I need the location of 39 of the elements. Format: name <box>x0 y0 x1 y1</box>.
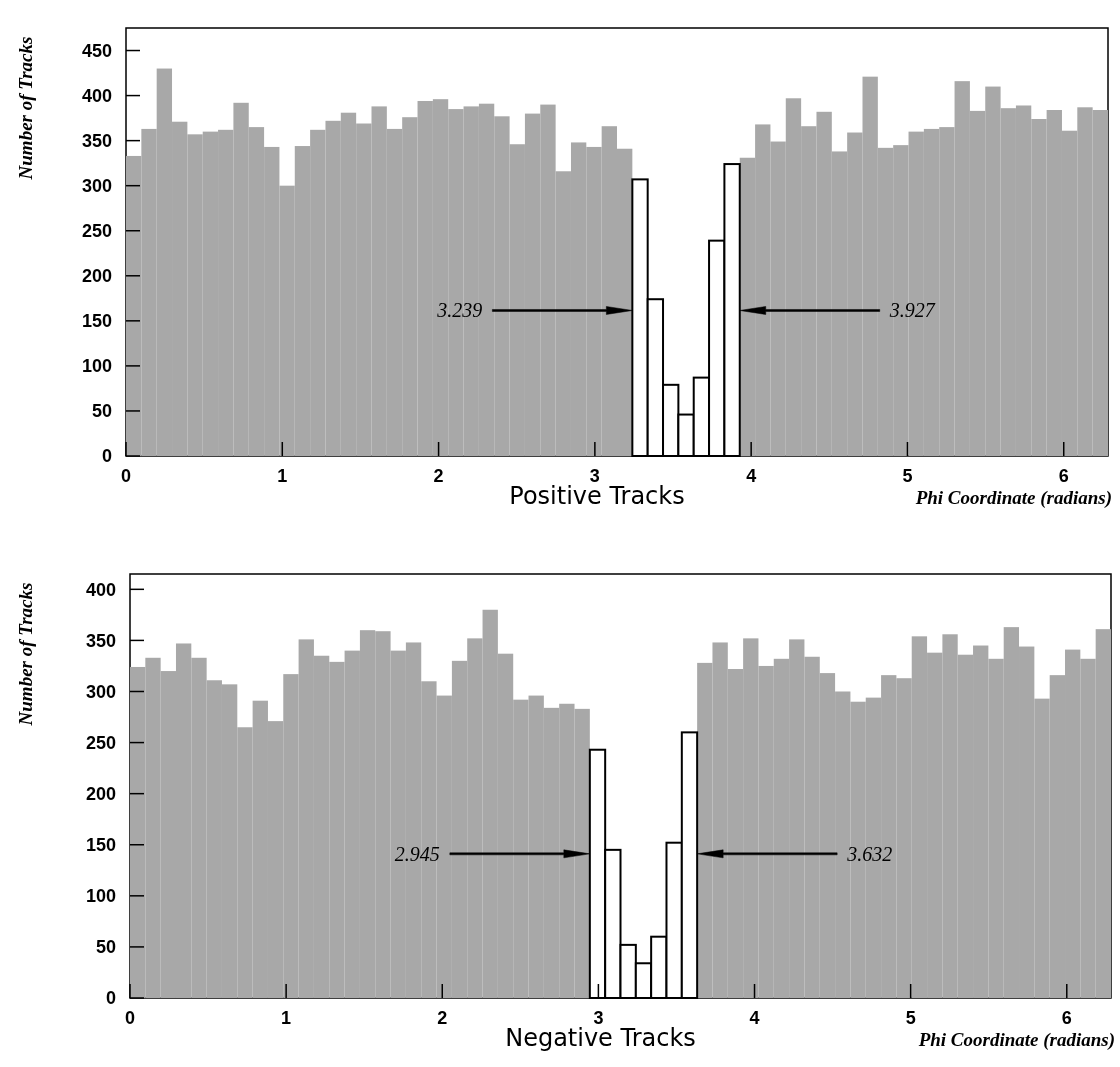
x-tick-label: 1 <box>281 1008 292 1028</box>
x-axis-title: Phi Coordinate (radians) <box>914 487 1112 509</box>
y-tick-label: 0 <box>105 988 116 1009</box>
y-tick-label: 400 <box>85 579 116 600</box>
x-tick-label: 4 <box>749 1008 760 1028</box>
x-tick-label: 6 <box>1058 466 1069 486</box>
y-axis-title: Number of Tracks <box>15 582 36 727</box>
y-tick-label: 300 <box>85 681 116 702</box>
y-tick-label: 150 <box>81 311 112 332</box>
annotation: 3.927 <box>888 299 936 322</box>
y-tick-label: 250 <box>85 732 116 753</box>
y-tick-label: 150 <box>85 835 116 856</box>
x-tick-label: 2 <box>433 466 444 486</box>
y-tick-label: 200 <box>81 266 112 287</box>
y-tick-label: 100 <box>85 886 116 907</box>
y-tick-label: 250 <box>81 221 112 242</box>
x-tick-label: 4 <box>746 466 757 486</box>
y-tick-label: 50 <box>91 401 112 422</box>
y-tick-label: 100 <box>81 356 112 377</box>
y-tick-label: 300 <box>81 175 112 196</box>
annotation: 3.239 <box>436 299 483 322</box>
y-tick-label: 200 <box>85 783 116 804</box>
annotation: 3.632 <box>846 842 893 865</box>
y-tick-label: 350 <box>85 630 116 651</box>
x-tick-label: 2 <box>437 1008 448 1028</box>
x-tick-label: 1 <box>277 466 288 486</box>
y-tick-label: 450 <box>81 40 112 61</box>
y-tick-label: 400 <box>81 85 112 106</box>
x-tick-label: 5 <box>905 1008 916 1028</box>
x-tick-label: 6 <box>1061 1008 1072 1028</box>
y-tick-label: 0 <box>101 446 112 467</box>
x-tick-label: 5 <box>902 466 913 486</box>
y-axis-title: Number of Tracks <box>15 36 36 181</box>
annotation: 2.945 <box>394 842 440 865</box>
x-tick-label: 0 <box>124 1008 136 1028</box>
x-tick-label: 0 <box>120 466 132 486</box>
x-axis-title: Phi Coordinate (radians) <box>917 1029 1115 1051</box>
y-tick-label: 350 <box>81 130 112 151</box>
y-tick-label: 50 <box>95 937 116 958</box>
